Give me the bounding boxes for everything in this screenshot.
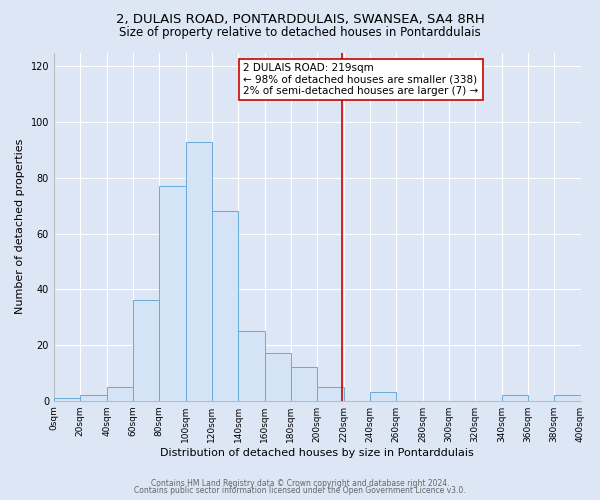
Bar	[54, 398, 80, 400]
Text: Size of property relative to detached houses in Pontarddulais: Size of property relative to detached ho…	[119, 26, 481, 39]
Bar	[133, 300, 159, 400]
Bar	[80, 395, 107, 400]
Text: Contains HM Land Registry data © Crown copyright and database right 2024.: Contains HM Land Registry data © Crown c…	[151, 478, 449, 488]
Text: Contains public sector information licensed under the Open Government Licence v3: Contains public sector information licen…	[134, 486, 466, 495]
Bar	[291, 368, 317, 400]
Text: 2, DULAIS ROAD, PONTARDDULAIS, SWANSEA, SA4 8RH: 2, DULAIS ROAD, PONTARDDULAIS, SWANSEA, …	[116, 12, 484, 26]
Bar	[159, 186, 185, 400]
Bar	[554, 395, 581, 400]
Y-axis label: Number of detached properties: Number of detached properties	[15, 139, 25, 314]
Bar	[317, 387, 344, 400]
Bar	[212, 212, 238, 400]
Bar	[107, 387, 133, 400]
Bar	[265, 354, 291, 401]
Text: 2 DULAIS ROAD: 219sqm
← 98% of detached houses are smaller (338)
2% of semi-deta: 2 DULAIS ROAD: 219sqm ← 98% of detached …	[244, 63, 479, 96]
Bar	[502, 395, 528, 400]
Bar	[238, 331, 265, 400]
Bar	[370, 392, 396, 400]
Bar	[185, 142, 212, 400]
X-axis label: Distribution of detached houses by size in Pontarddulais: Distribution of detached houses by size …	[160, 448, 474, 458]
